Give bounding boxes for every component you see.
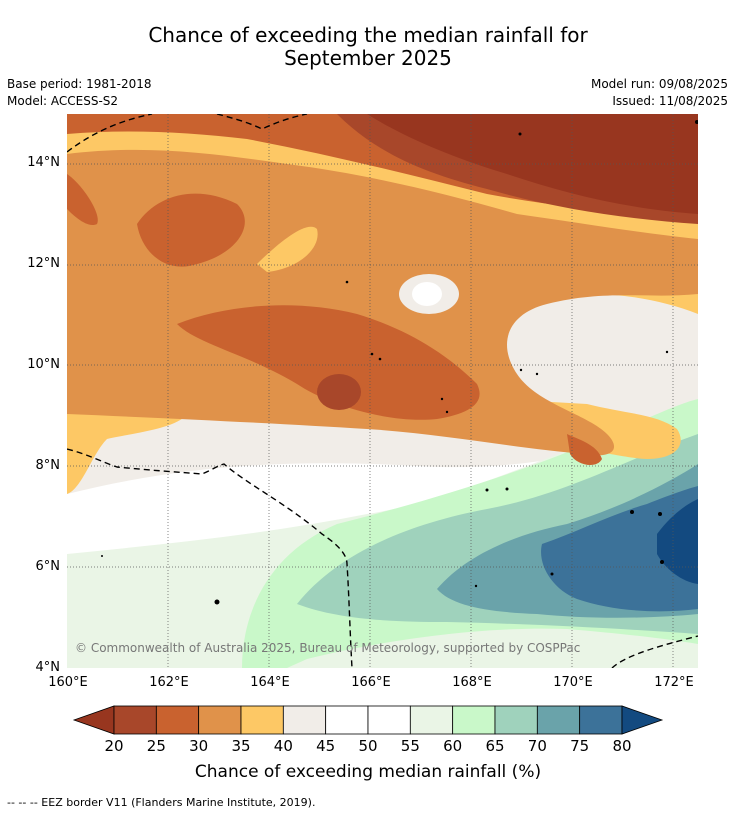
- lat-tick-12n: 12°N: [27, 256, 60, 271]
- zone-25-30-central: [177, 305, 480, 420]
- colorbar-tick-65: 65: [485, 737, 505, 755]
- lon-tick-170e: 170°E: [553, 675, 593, 690]
- colorbar-bin-1: [155, 705, 200, 735]
- colorbar-label: Chance of exceeding median rainfall (%): [194, 762, 542, 782]
- rainfall-map-canvas: [67, 114, 698, 668]
- eez-border: [67, 114, 698, 668]
- issued-text: Issued: 11/08/2025: [612, 94, 728, 108]
- lon-tick-162e: 162°E: [149, 675, 189, 690]
- colorbar-tick-30: 30: [189, 737, 209, 755]
- map-title-line-1: Chance of exceeding the median rainfall …: [148, 23, 588, 47]
- colorbar-under-arrow: [72, 705, 115, 735]
- colorbar-bin-7: [409, 705, 454, 735]
- colorbar-tick-55: 55: [400, 737, 420, 755]
- colorbar-tick-80: 80: [612, 737, 632, 755]
- rainfall-map: [67, 114, 698, 668]
- colorbar-tick-70: 70: [527, 737, 547, 755]
- lon-tick-164e: 164°E: [250, 675, 290, 690]
- colorbar-bin-2: [198, 705, 242, 735]
- lat-tick-8n: 8°N: [35, 458, 61, 473]
- zone-20-25-spot: [317, 374, 361, 410]
- lat-tick-4n: 4°N: [35, 660, 61, 675]
- eez-footnote: -- -- -- EEZ border V11 (Flanders Marine…: [7, 796, 316, 809]
- colorbar-bin-5: [325, 705, 369, 735]
- lat-tick-14n: 14°N: [27, 155, 60, 170]
- colorbar-bin-0: [113, 705, 157, 735]
- colorbar-tick-50: 50: [358, 737, 378, 755]
- colorbar-bin-9: [494, 705, 538, 735]
- graticule: [67, 114, 698, 668]
- colorbar-tick-45: 45: [316, 737, 336, 755]
- base-period-text: Base period: 1981-2018: [7, 77, 152, 91]
- lon-tick-160e: 160°E: [48, 675, 88, 690]
- colorbar-bin-8: [452, 705, 496, 735]
- yellow-patch-north: [257, 226, 318, 272]
- colorbar-bin-4: [282, 705, 327, 735]
- colorbar-bin-3: [240, 705, 284, 735]
- colorbar-tick-20: 20: [104, 737, 124, 755]
- colorbar-tick-25: 25: [146, 737, 166, 755]
- model-text: Model: ACCESS-S2: [7, 94, 119, 108]
- zone-35-40-west: [67, 414, 187, 494]
- colorbar-tick-35: 35: [231, 737, 251, 755]
- colorbar-bin-10: [536, 705, 581, 735]
- colorbar-over-arrow: [621, 705, 664, 735]
- lon-tick-166e: 166°E: [351, 675, 391, 690]
- copyright-text: © Commonwealth of Australia 2025, Bureau…: [75, 641, 581, 655]
- lat-tick-6n: 6°N: [35, 559, 61, 574]
- map-title-line-2: September 2025: [284, 46, 452, 70]
- lat-tick-10n: 10°N: [27, 357, 60, 372]
- islands: [101, 120, 698, 605]
- model-run-text: Model run: 09/08/2025: [590, 77, 728, 91]
- colorbar-bin-11: [579, 705, 623, 735]
- zone-25-30-east: [567, 434, 602, 466]
- zone-over-80: [657, 499, 698, 584]
- zone-25-30-west: [137, 193, 245, 267]
- colorbar-tick-60: 60: [443, 737, 463, 755]
- lon-tick-172e: 172°E: [654, 675, 694, 690]
- white-pocket: [412, 282, 442, 306]
- colorbar-tick-40: 40: [273, 737, 293, 755]
- zone-25-30-nw-edge: [67, 174, 98, 226]
- lon-tick-168e: 168°E: [452, 675, 492, 690]
- colorbar-bin-6: [367, 705, 411, 735]
- colorbar: [72, 705, 664, 735]
- zone-75-80: [541, 486, 698, 612]
- colorbar-tick-75: 75: [570, 737, 590, 755]
